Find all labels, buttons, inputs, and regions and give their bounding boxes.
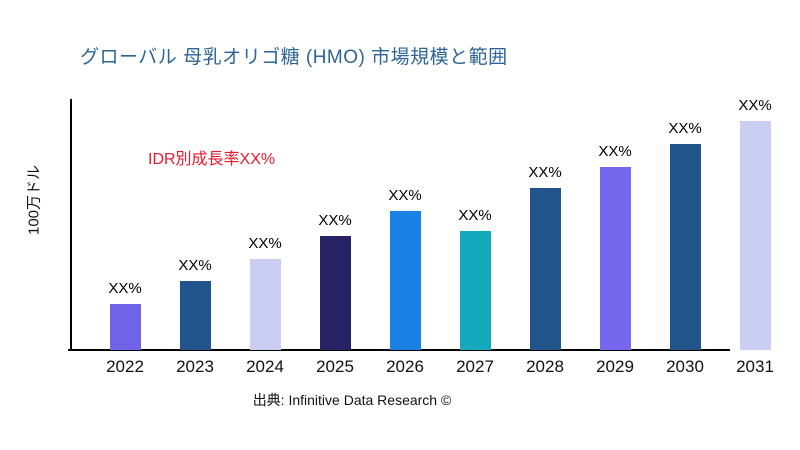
bar-value-label-2023: XX% [178, 257, 212, 274]
chart-title: グローバル 母乳オリゴ糖 (HMO) 市場規模と範囲 [80, 47, 508, 68]
bar-value-label-2025: XX% [318, 212, 352, 229]
x-tick-2022: 2022 [106, 357, 144, 376]
bar-2027 [459, 231, 491, 350]
x-tick-2029: 2029 [596, 357, 634, 376]
bar-2026 [389, 211, 421, 350]
bar-2025 [319, 236, 351, 350]
x-tick-2031: 2031 [736, 357, 774, 376]
bar-value-label-2024: XX% [248, 235, 282, 252]
bar-value-label-2028: XX% [528, 164, 562, 181]
bar-value-label-2029: XX% [598, 143, 632, 160]
y-axis-line [70, 99, 72, 351]
bar-2023 [179, 281, 211, 350]
bar-value-label-2031: XX% [738, 97, 772, 114]
bar-value-label-2030: XX% [668, 120, 702, 137]
source-note: 出典: Infinitive Data Research © [252, 392, 452, 408]
bar-2029 [599, 167, 631, 350]
bar-2031 [739, 121, 771, 350]
x-tick-2027: 2027 [456, 357, 494, 376]
bar-value-label-2026: XX% [388, 187, 422, 204]
bar-value-label-2022: XX% [108, 280, 142, 297]
x-tick-2028: 2028 [526, 357, 564, 376]
bar-value-label-2027: XX% [458, 207, 492, 224]
growth-rate-annotation: IDR別成長率XX% [148, 151, 276, 168]
bar-2022 [109, 304, 141, 350]
x-tick-2024: 2024 [246, 357, 284, 376]
bar-2024 [249, 259, 281, 350]
x-tick-2023: 2023 [176, 357, 214, 376]
x-tick-2025: 2025 [316, 357, 354, 376]
bar-2028 [529, 188, 561, 350]
bar-2030 [669, 144, 701, 350]
x-tick-2030: 2030 [666, 357, 704, 376]
x-axis-line [68, 349, 730, 351]
x-tick-2026: 2026 [386, 357, 424, 376]
